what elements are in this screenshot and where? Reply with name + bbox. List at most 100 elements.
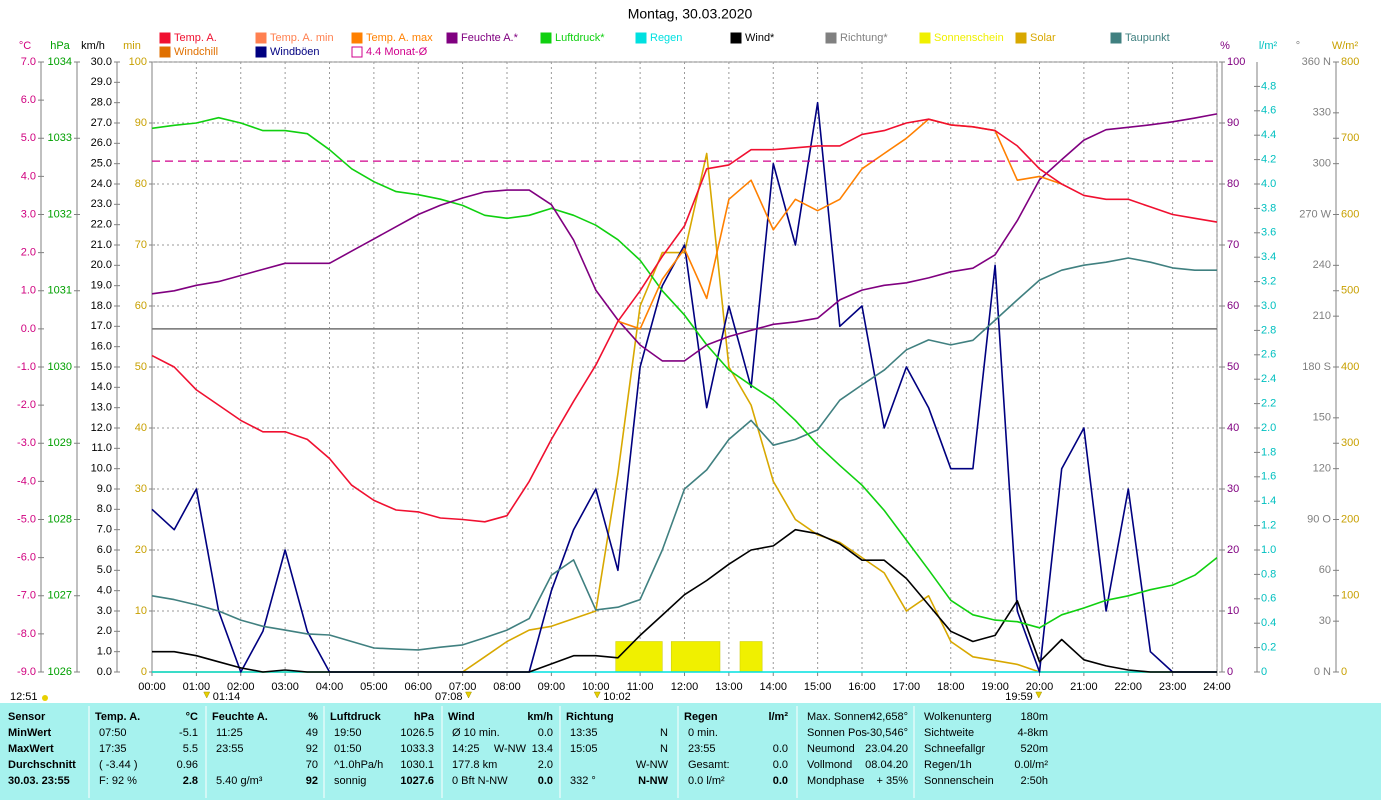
table-cell: 23.04.20 xyxy=(865,743,908,755)
table-cell: Neumond xyxy=(807,743,855,755)
table-cell: 15:05 xyxy=(570,743,598,755)
y-tick-label: 11.0 xyxy=(91,442,112,454)
y-tick-label: 0 xyxy=(141,666,147,678)
table-header: Richtung xyxy=(566,711,614,723)
table-cell: 5.5 xyxy=(183,743,198,755)
y-tick-label: 17.0 xyxy=(91,320,112,332)
y-tick-label: 3.4 xyxy=(1261,251,1276,263)
y-tick-label: 13.0 xyxy=(91,402,112,414)
y-tick-label: 3.8 xyxy=(1261,202,1276,214)
table-cell: N xyxy=(660,727,668,739)
y-tick-label: 30 xyxy=(1319,615,1331,627)
y-tick-label: 10 xyxy=(1227,605,1239,617)
y-tick-label: 0.6 xyxy=(1261,593,1276,605)
series-line xyxy=(151,116,1218,629)
table-cell: 07:50 xyxy=(99,727,127,739)
legend-swatch xyxy=(540,32,552,44)
x-tick-label: 01:00 xyxy=(183,681,211,693)
x-tick-label: 21:00 xyxy=(1070,681,1098,693)
table-cell: Wolkenunterg xyxy=(924,711,992,723)
x-tick-label: 06:00 xyxy=(404,681,432,693)
y-tick-label: 2.6 xyxy=(1261,349,1276,361)
x-tick-label: 22:00 xyxy=(1114,681,1142,693)
table-cell: 23:55 xyxy=(688,743,716,755)
table-cell: MaxWert xyxy=(8,743,54,755)
x-tick-label: 11:00 xyxy=(627,681,654,693)
table-cell: 0.0 xyxy=(538,775,553,787)
y-tick-label: 20 xyxy=(1227,544,1239,556)
y-tick-label: 2.8 xyxy=(1261,324,1276,336)
y-tick-label: 16.0 xyxy=(91,341,112,353)
y-tick-label: 1.0 xyxy=(1261,544,1276,556)
table-cell: 332 ° xyxy=(570,775,596,787)
table-cell: 0.0l/m² xyxy=(1014,759,1048,771)
y-tick-label: 3.0 xyxy=(97,605,112,617)
x-tick-label: 15:00 xyxy=(804,681,832,693)
y-tick-label: -9.0 xyxy=(17,666,36,678)
table-cell: Regen/1h xyxy=(924,759,972,771)
table-cell: ( -3.44 ) xyxy=(99,759,138,771)
table-cell: 0 min. xyxy=(688,727,718,739)
event-marker xyxy=(465,691,472,699)
legend-label: Feuchte A.* xyxy=(461,32,519,44)
table-cell: sonnig xyxy=(334,775,366,787)
y-tick-label: 240 xyxy=(1313,259,1331,271)
axis-unit: l/m² xyxy=(1259,40,1278,52)
stats-panel xyxy=(0,703,1381,800)
y-tick-label: 500 xyxy=(1341,285,1359,297)
y-tick-label: 15.0 xyxy=(91,361,112,373)
table-cell: Mondphase xyxy=(807,775,865,787)
table-cell: N-NW xyxy=(638,775,669,787)
y-tick-label: 1028 xyxy=(48,513,72,525)
table-cell: 0.96 xyxy=(177,759,198,771)
legend-label: Solar xyxy=(1030,32,1056,44)
table-cell: 08.04.20 xyxy=(865,759,908,771)
y-tick-label: 50 xyxy=(135,361,147,373)
y-tick-label: 70 xyxy=(1227,239,1239,251)
y-tick-label: 2.0 xyxy=(1261,422,1276,434)
y-tick-label: 3.0 xyxy=(1261,300,1276,312)
y-tick-label: 70 xyxy=(135,239,147,251)
event-label: 10:02 xyxy=(603,691,631,703)
y-tick-label: 1.0 xyxy=(97,646,112,658)
legend-swatch xyxy=(159,46,171,58)
y-tick-label: 1034 xyxy=(48,56,72,68)
table-cell: + 35% xyxy=(877,775,909,787)
legend-swatch xyxy=(730,32,742,44)
x-tick-label: 02:00 xyxy=(227,681,255,693)
y-tick-label: 0.0 xyxy=(21,323,36,335)
y-tick-label: 0 xyxy=(1341,666,1347,678)
table-cell: Vollmond xyxy=(807,759,852,771)
y-tick-label: 3.2 xyxy=(1261,276,1276,288)
y-tick-label: 30 xyxy=(1227,483,1239,495)
table-cell: 0.0 xyxy=(773,759,788,771)
y-tick-label: 0 N xyxy=(1314,666,1331,678)
table-cell: 1026.5 xyxy=(400,727,434,739)
table-unit: hPa xyxy=(414,711,435,723)
table-cell: 70 xyxy=(306,759,318,771)
axis-unit: km/h xyxy=(81,40,105,52)
table-cell: 14:25 xyxy=(452,743,480,755)
y-tick-label: -1.0 xyxy=(17,361,36,373)
x-tick-label: 18:00 xyxy=(937,681,965,693)
x-tick-label: 24:00 xyxy=(1203,681,1231,693)
series-line xyxy=(152,528,1217,673)
y-tick-label: 150 xyxy=(1313,412,1331,424)
y-tick-label: 5.0 xyxy=(21,132,36,144)
y-tick-label: 25.0 xyxy=(91,158,112,170)
y-tick-label: 360 N xyxy=(1302,56,1331,68)
table-cell: Ø 10 min. xyxy=(452,727,500,739)
y-tick-label: 100 xyxy=(1341,590,1359,602)
y-tick-label: -7.0 xyxy=(17,590,36,602)
y-tick-label: 21.0 xyxy=(91,239,112,251)
legend-swatch xyxy=(351,32,363,44)
table-unit: °C xyxy=(186,711,198,723)
x-tick-label: 19:00 xyxy=(981,681,1009,693)
table-header: Luftdruck xyxy=(330,711,382,723)
table-cell: 42,658° xyxy=(870,711,908,723)
x-tick-label: 08:00 xyxy=(493,681,521,693)
table-cell: 92 xyxy=(306,775,318,787)
y-tick-label: -4.0 xyxy=(17,475,36,487)
